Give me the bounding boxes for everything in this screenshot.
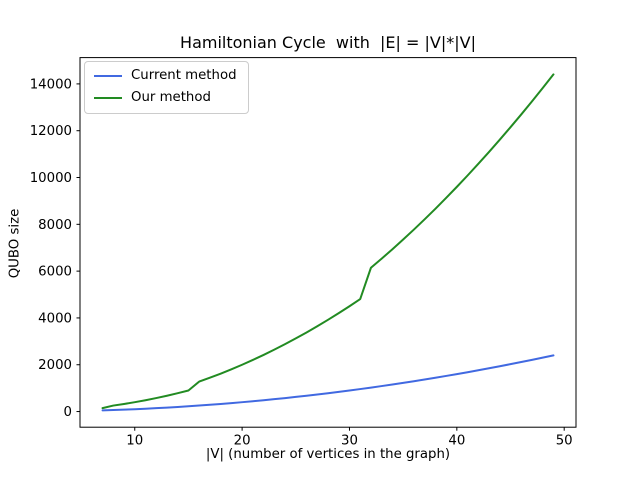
legend: Current method Our method	[84, 61, 249, 115]
y-axis-label: QUBO size	[7, 208, 23, 279]
x-axis-label: |V| (number of vertices in the graph)	[205, 447, 451, 462]
legend-entry-our-method: Our method	[94, 89, 237, 106]
y-tick-label: 8000	[38, 218, 72, 233]
x-tick-label: 10	[126, 434, 143, 449]
y-tick-label: 4000	[38, 311, 72, 326]
y-tick-label: 2000	[38, 358, 72, 373]
legend-label: Current method	[131, 68, 237, 83]
legend-entry-current-method: Current method	[94, 68, 237, 84]
series-line-our-method	[101, 73, 555, 410]
series-line-current-method	[101, 354, 555, 412]
x-tick-label: 40	[448, 434, 465, 449]
y-tick-label: 10000	[30, 171, 72, 186]
x-tick-label: 20	[234, 434, 251, 449]
y-tick-label: 0	[64, 405, 72, 420]
y-tick-label: 14000	[30, 77, 72, 92]
legend-line-swatch	[94, 75, 122, 78]
x-tick-label: 50	[556, 434, 573, 449]
legend-label: Our method	[131, 89, 211, 105]
x-tick-label: 30	[341, 434, 358, 449]
axes-frame	[79, 57, 577, 428]
chart-title: Hamiltonian Cycle with |E| = |V|*|V|	[180, 33, 476, 52]
y-tick-label: 6000	[38, 265, 72, 280]
y-tick-label: 12000	[30, 124, 72, 139]
legend-line-swatch	[94, 96, 122, 99]
